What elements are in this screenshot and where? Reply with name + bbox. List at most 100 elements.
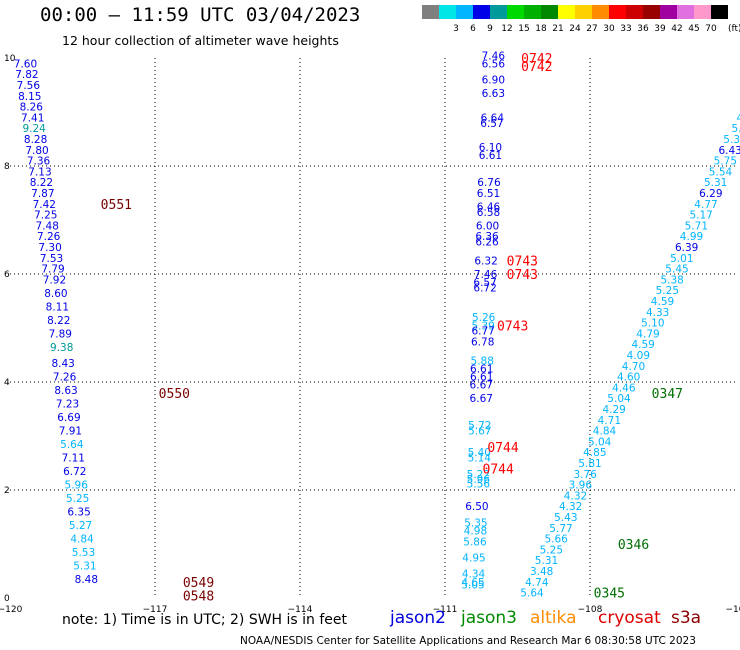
swh-value: 7.87 [31,188,54,200]
swh-value: 5.66 [544,534,568,546]
swh-value: 7.92 [43,274,66,286]
swh-value: 7.42 [33,199,56,211]
color-swatch [592,5,609,19]
swh-value: 8.28 [24,134,47,146]
swh-value: 4.34 [462,569,486,581]
color-swatch [575,5,592,19]
swh-value: 5.14 [468,453,492,465]
time-label: 0744 [487,441,518,456]
color-swatch-label: 45 [688,24,700,34]
swh-value: 6.61 [479,150,502,162]
swh-value: 6.61 [470,364,493,376]
swh-value: 4.65 [461,577,484,589]
swh-value: 3.96 [569,480,593,492]
swh-value: 4.84 [593,426,617,438]
swh-value: 4.09 [627,350,650,362]
swh-value: 6.78 [471,337,494,349]
color-swatch [473,5,490,19]
color-swatch [524,5,541,19]
swh-value: 5.34 [723,134,740,146]
time-label: 0743 [507,255,538,270]
swh-value: 8.22 [30,177,53,189]
y-tick-label: 2 [4,486,10,496]
swh-value: 5.71 [685,220,708,232]
swh-value: 4.98 [464,526,487,538]
color-swatch-label: 12 [501,24,513,34]
swh-value: 4.95 [462,553,485,565]
swh-value: 6.76 [477,177,501,189]
satellite-legend-item: cryosat [598,608,661,628]
color-swatch-label: 70 [705,24,717,34]
swh-value: 4.59 [631,339,654,351]
time-label: 0742 [521,60,552,75]
swh-value: 7.46 [482,50,506,62]
swh-value: 5.31 [704,177,727,189]
swh-value: 6.00 [476,220,499,232]
color-swatch [541,5,558,19]
x-tick-label: −120 [0,605,23,615]
swh-value: 4.77 [694,199,717,211]
swh-value: 5.77 [549,523,572,535]
satellite-legend-item: jason3 [461,608,517,628]
color-swatch-label: 24 [569,24,581,34]
swh-value: 4.0 [736,112,740,124]
time-label: 0548 [183,589,214,604]
color-swatch-label: 42 [671,24,683,34]
color-swatch [422,5,439,19]
swh-value: 5.22 [467,469,490,481]
swh-value: 6.77 [471,326,494,338]
color-swatch [490,5,507,19]
swh-value: 6.57 [480,118,503,130]
y-tick-label: 8 [4,162,10,172]
color-swatch [439,5,456,19]
swh-value: 8.60 [44,288,67,300]
color-swatch-label: 30 [603,24,615,34]
color-swatch [626,5,643,19]
swh-value: 4.84 [70,534,94,546]
swh-value: 7.46 [474,269,498,281]
color-swatch [643,5,660,19]
color-swatch [694,5,711,19]
swh-value: 7.79 [41,264,64,276]
swh-value: 5.27 [69,520,92,532]
page-title: 00:00 – 11:59 UTC 03/04/2023 [40,4,361,26]
x-tick-label: −108 [578,605,603,615]
swh-value: 8.11 [46,301,69,313]
time-label: 0743 [507,268,538,283]
swh-value: 7.23 [56,399,79,411]
swh-value: 5.05 [461,580,484,592]
time-label: 0551 [101,198,132,213]
color-swatch-label: 36 [637,24,649,34]
credit-line: NOAA/NESDIS Center for Satellite Applica… [240,635,696,647]
swh-value: 5.64 [520,588,544,600]
satellite-legend-item: jason2 [390,608,446,628]
swh-value: 4.79 [636,328,659,340]
swh-value: 6.63 [482,88,505,100]
x-tick-label: −10 [726,605,740,615]
swh-value: 7.56 [17,80,41,92]
swh-value: 6.39 [675,242,698,254]
swh-value: 7.36 [27,156,51,168]
x-tick-label: −117 [143,605,168,615]
time-label: 0347 [652,387,683,402]
page-subtitle: 12 hour collection of altimeter wave hei… [62,33,339,48]
swh-value: 5.64 [60,439,84,451]
swh-value: 5.39 [471,320,494,332]
swh-value: 5.31 [535,555,558,567]
swh-value: 6.26 [475,237,499,249]
swh-value: 5.10 [641,318,664,330]
swh-value: 5.96 [65,480,89,492]
swh-value: 6.67 [470,393,493,405]
swh-value: 5.75 [714,156,737,168]
time-label: 0346 [618,538,649,553]
swh-value: 5.40 [468,447,491,459]
color-swatch [677,5,694,19]
swh-value: 4.99 [680,231,703,243]
time-label: 0743 [497,319,528,334]
y-tick-label: 6 [4,270,10,280]
swh-value: 7.53 [40,253,63,265]
color-swatch-label: 27 [586,24,598,34]
swh-value: 7.25 [34,210,57,222]
color-swatch-label: 33 [620,24,632,34]
swh-value: 9.24 [22,123,46,135]
